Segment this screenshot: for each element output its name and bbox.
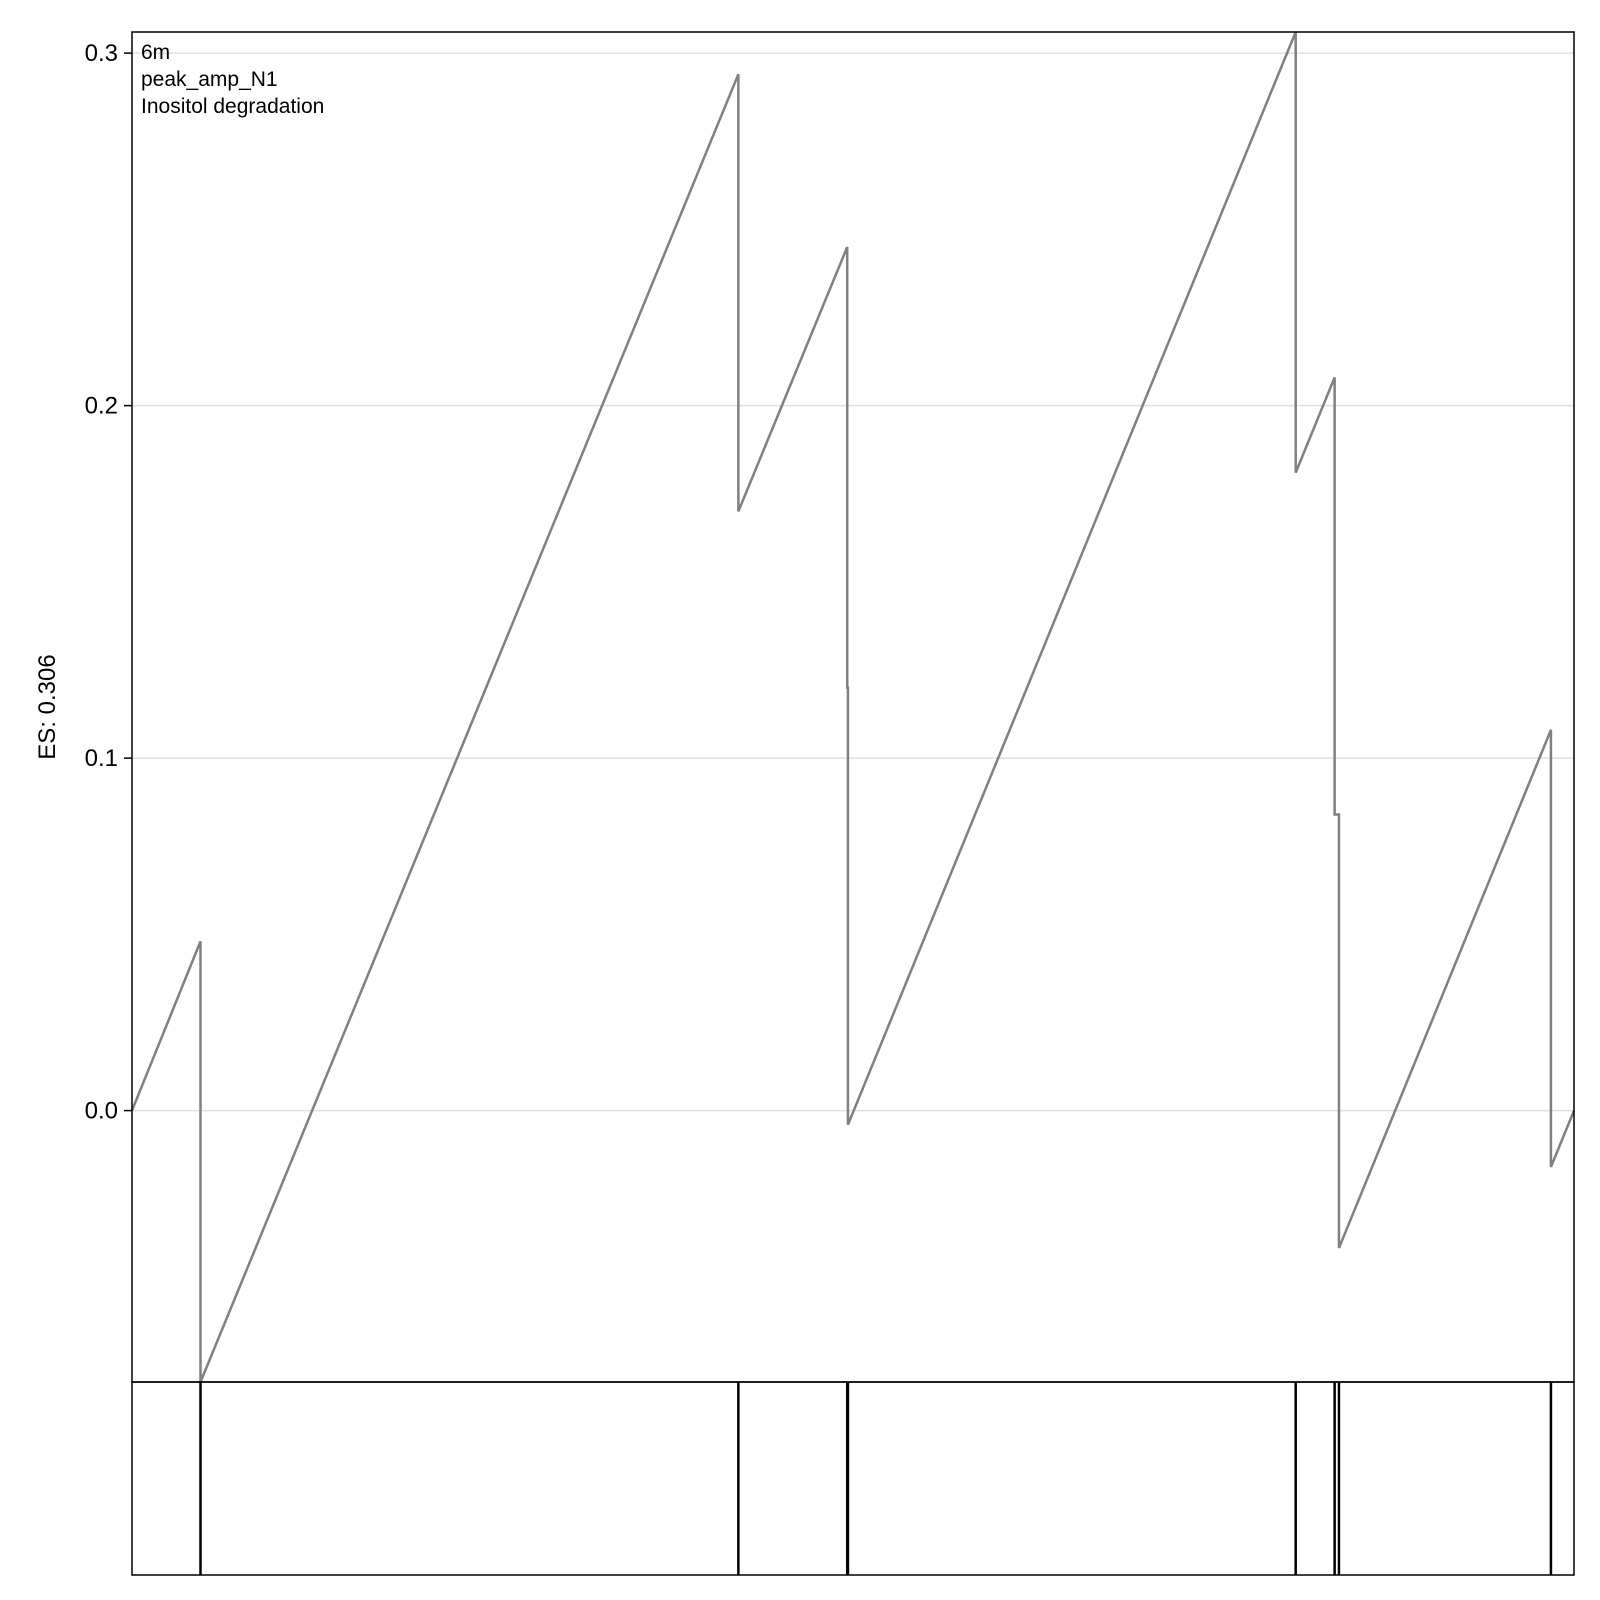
annotation-timepoint: 6m xyxy=(141,41,170,64)
y-tick-label: 0.0 xyxy=(85,1098,118,1125)
y-tick-label: 0.2 xyxy=(85,393,118,420)
annotation-block: 6m peak_amp_N1 Inositol degradation xyxy=(141,41,324,118)
y-tick-label: 0.1 xyxy=(85,745,118,772)
annotation-pathway: Inositol degradation xyxy=(141,95,324,118)
gridlines xyxy=(132,52,1574,1112)
hit-panel-frame xyxy=(131,1381,1575,1576)
y-tick-label: 0.3 xyxy=(85,40,118,67)
y-ticks: 0.0 0.1 0.2 0.3 xyxy=(85,40,132,1125)
annotation-feature: peak_amp_N1 xyxy=(141,68,278,91)
es-curve xyxy=(130,31,1576,1383)
y-axis-label: ES: 0.306 xyxy=(34,654,61,759)
hit-markers xyxy=(199,1382,1553,1575)
plot-frame xyxy=(131,31,1575,1383)
es-curve-layer xyxy=(130,31,1576,1383)
